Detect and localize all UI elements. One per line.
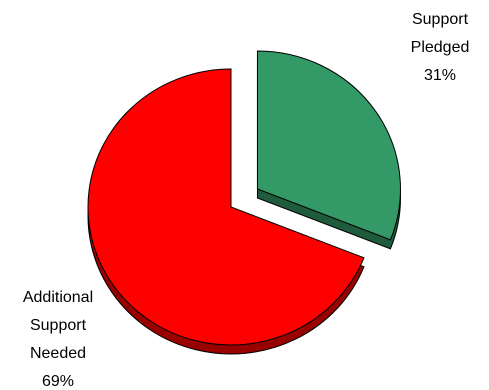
slice-value-label: 69% (42, 373, 74, 390)
slice-label: Support Pledged (411, 11, 470, 56)
pie-slice (87, 68, 365, 346)
slice-label: Additional Support Needed (23, 289, 93, 362)
pie-slice (256, 50, 401, 241)
slice-value-label: 31% (424, 67, 456, 84)
